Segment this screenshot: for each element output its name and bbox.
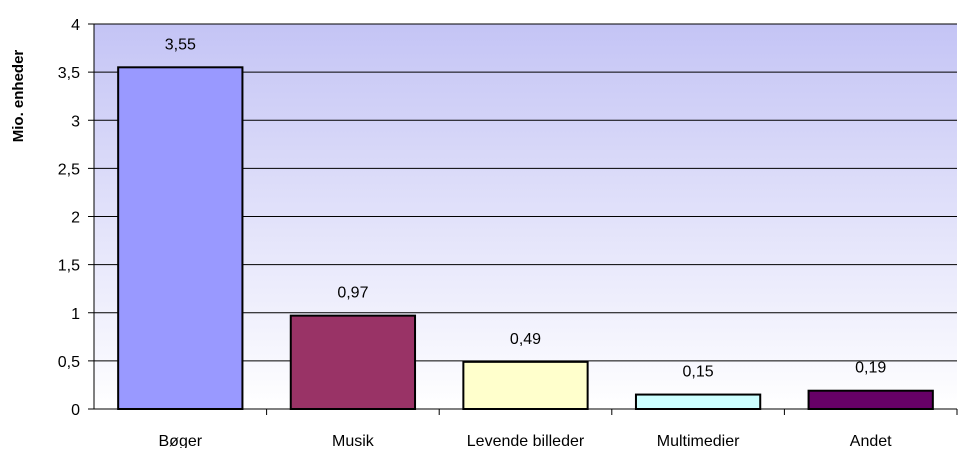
data-label: 0,19 — [855, 360, 886, 377]
bar — [462, 360, 589, 410]
data-label: 3,55 — [165, 36, 196, 53]
x-tick-label: Andet — [850, 433, 892, 448]
data-label: 0,49 — [510, 331, 541, 348]
data-label: 0,97 — [337, 285, 368, 302]
y-axis-label: Mio. enheder — [10, 50, 27, 143]
y-tick-label: 1,5 — [58, 258, 80, 275]
bar — [807, 389, 934, 410]
y-tick-label: 3,5 — [58, 65, 80, 82]
x-tick-label: Multimedier — [657, 433, 740, 448]
y-tick-label: 2 — [71, 210, 80, 227]
y-tick-label: 2,5 — [58, 161, 80, 178]
y-tick-label: 1 — [71, 306, 80, 323]
bar — [289, 314, 417, 411]
x-tick-label: Musik — [332, 433, 375, 448]
bar — [634, 393, 762, 410]
y-tick-label: 0 — [71, 402, 80, 419]
bar — [117, 66, 244, 410]
data-label: 0,15 — [683, 364, 714, 381]
x-tick-label: Bøger — [159, 433, 203, 448]
y-tick-label: 0,5 — [58, 354, 80, 371]
x-tick-label: Levende billeder — [467, 433, 585, 448]
y-tick-label: 4 — [71, 17, 80, 34]
y-tick-label: 3 — [71, 113, 80, 130]
